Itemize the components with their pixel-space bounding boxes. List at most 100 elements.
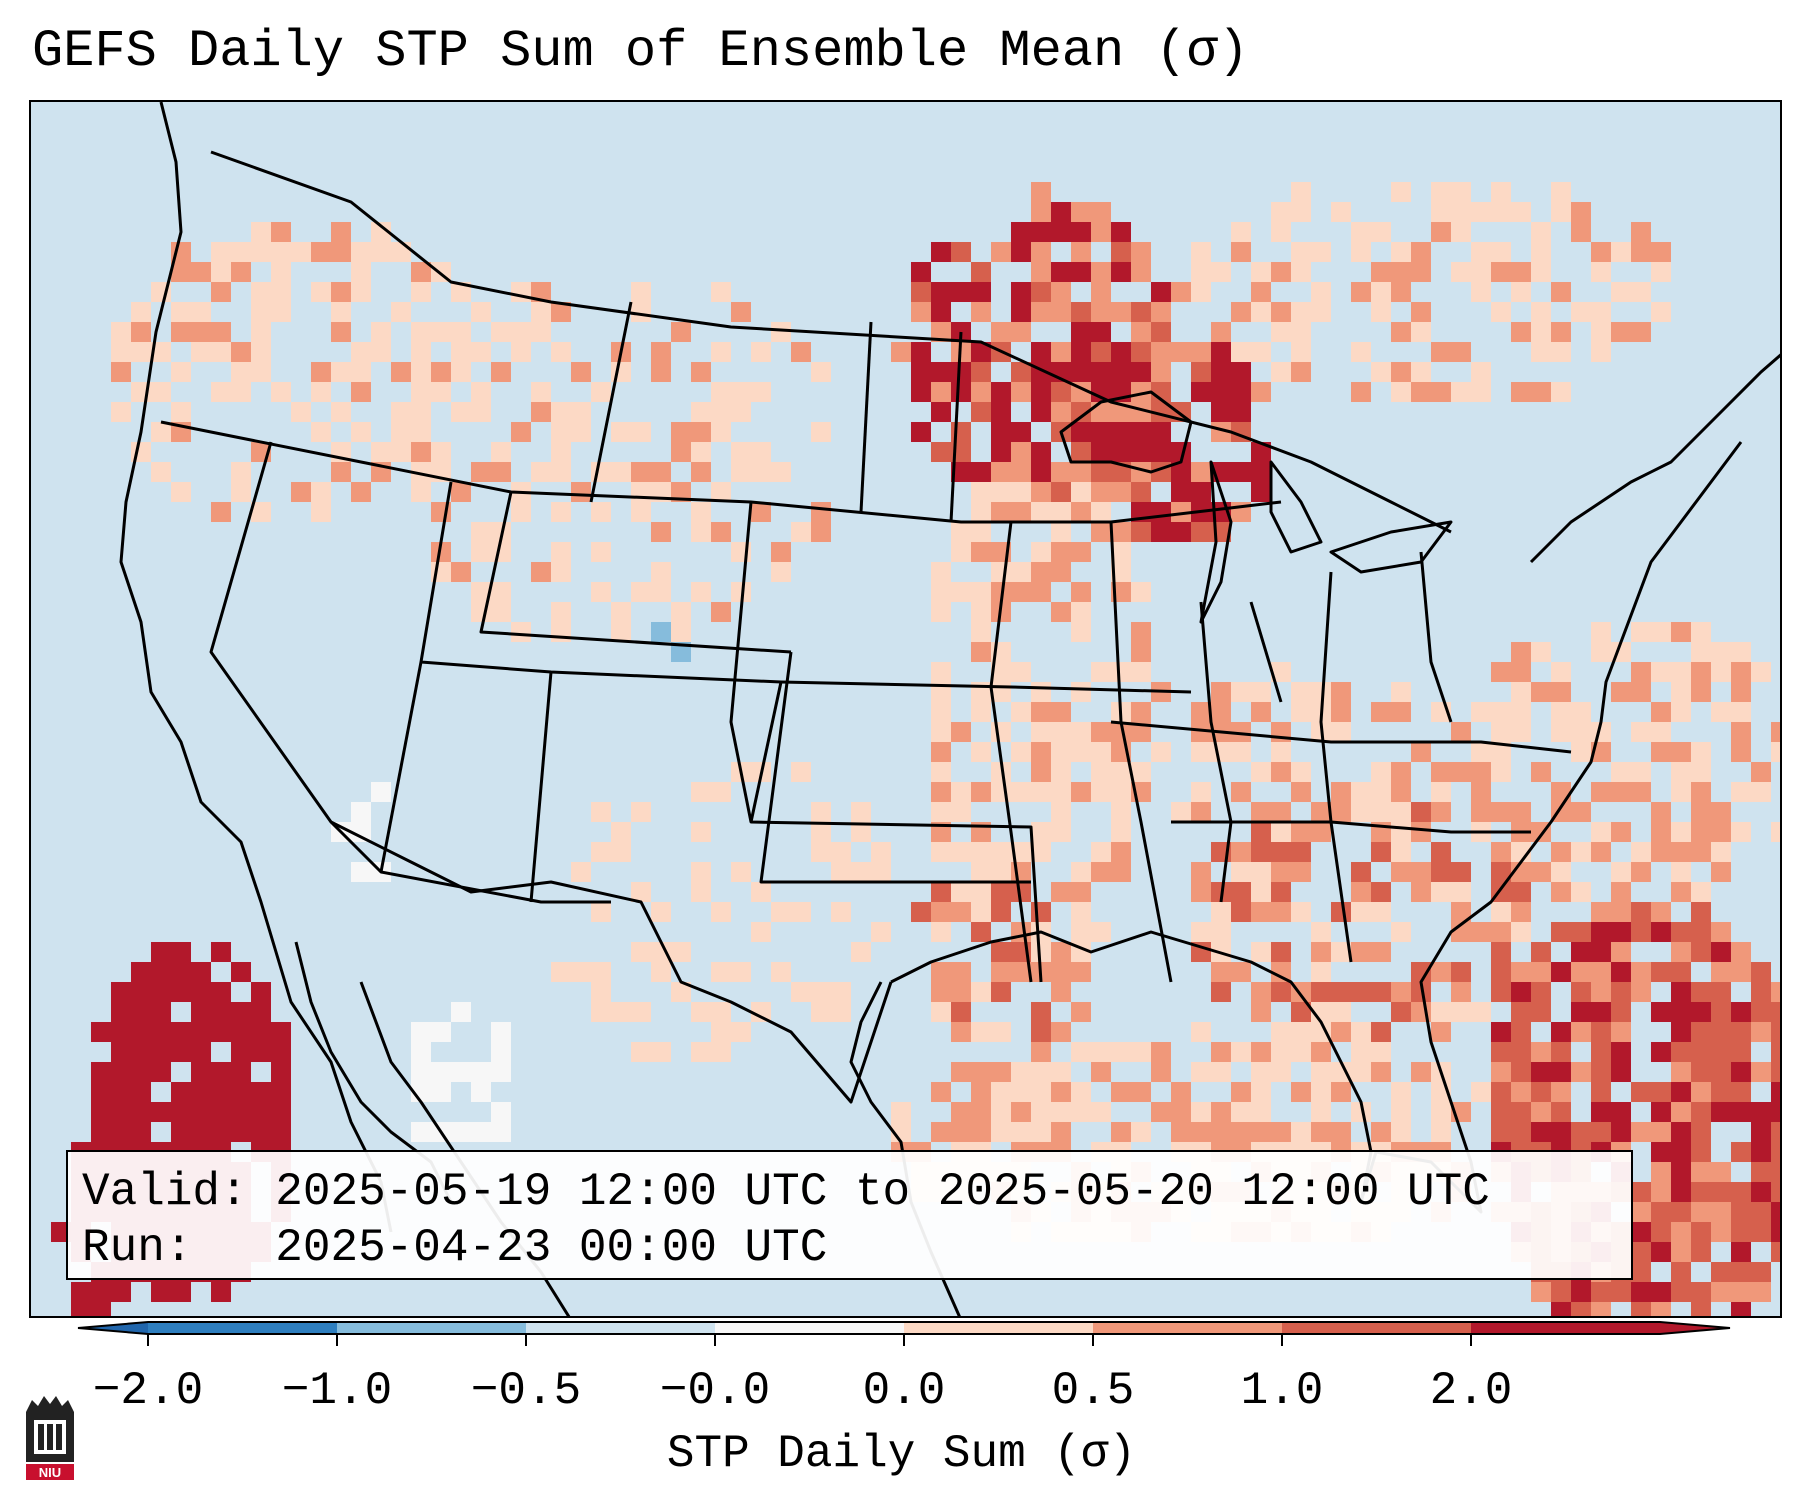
state-border-17 [589,301,633,503]
stp-field-cell [1131,422,1151,442]
stp-field-cell [1751,1022,1771,1042]
stp-field-cell [391,442,411,462]
stp-field-cell [1691,1282,1711,1302]
stp-field-cell [1051,822,1071,842]
stp-field-cell [1491,662,1511,682]
stp-field-cell [211,1062,231,1082]
stp-field-cell [1071,342,1091,362]
stp-field-cell [1131,362,1151,382]
stp-field-cell [991,422,1011,442]
stp-field-cell [131,1042,151,1062]
stp-field-cell [311,502,331,522]
stp-field-cell [1671,702,1691,722]
stp-field-cell [491,1062,511,1082]
stp-field-cell [1651,622,1671,642]
stp-field-cell [1651,962,1671,982]
stp-field-cell [1551,1102,1571,1122]
stp-field-cell [1471,922,1491,942]
stp-field-cell [271,302,291,322]
stp-field-cell [1231,782,1251,802]
stp-field-cell [611,422,631,442]
stp-field-cell [1651,1302,1671,1316]
stp-field-cell [1231,882,1251,902]
stp-field-cell [1731,1262,1751,1282]
stp-field-cell [951,882,971,902]
stp-field-cell [211,502,231,522]
stp-field-cell [1111,802,1131,822]
stp-field-cell [1491,262,1511,282]
stp-field-cell [1771,1242,1780,1262]
stp-field-cell [1331,902,1351,922]
stp-field-cell [1611,1042,1631,1062]
stp-field-cell [1511,682,1531,702]
stp-field-cell [1651,1122,1671,1142]
stp-field-cell [1571,722,1591,742]
stp-field-cell [1631,762,1651,782]
stp-field-cell [1671,742,1691,762]
stp-field-cell [1251,262,1271,282]
stp-field-cell [171,1042,191,1062]
stp-field-cell [951,982,971,1002]
stp-field-cell [1511,202,1531,222]
stp-field-cell [611,602,631,622]
stp-field-cell [571,422,591,442]
stp-field-cell [1491,202,1511,222]
stp-field-cell [1551,1302,1571,1316]
stp-field-cell [451,1122,471,1142]
stp-field-cell [1071,482,1091,502]
stp-field-cell [1131,242,1151,262]
stp-field-cell [1051,462,1071,482]
stp-field-cell [111,1102,131,1122]
stp-field-cell [1271,962,1291,982]
stp-field-cell [111,402,131,422]
stp-field-cell [1271,1042,1291,1062]
stp-field-cell [911,342,931,362]
stp-field-cell [1231,1082,1251,1102]
stp-field-cell [1111,222,1131,242]
stp-field-cell [171,982,191,1002]
stp-field-cell [1771,1002,1780,1022]
stp-field-cell [1051,742,1071,762]
stp-field-cell [331,362,351,382]
stp-field-cell [1151,1062,1171,1082]
stp-field-cell [1471,802,1491,822]
state-border-12 [1110,720,1572,754]
stp-field-cell [1091,262,1111,282]
stp-field-cell [711,282,731,302]
stp-field-cell [1711,802,1731,822]
stp-field-cell [1151,322,1171,342]
stp-field-cell [711,602,731,622]
stp-field-cell [411,362,431,382]
stp-field-cell [1251,302,1271,322]
stp-field-cell [1271,862,1291,882]
colorbar-under-extension [78,1322,148,1334]
stp-field-cell [731,1022,751,1042]
stp-field-cell [1011,662,1031,682]
west-coast-line [119,102,393,1233]
stp-field-cell [1011,282,1031,302]
stp-field-cell [971,842,991,862]
stp-field-cell [1691,1042,1711,1062]
stp-field-cell [531,302,551,322]
stp-field-cell [1211,962,1231,982]
stp-field-cell [1231,222,1251,242]
stp-field-cell [451,482,471,502]
stp-field-cell [1151,362,1171,382]
stp-field-cell [1331,722,1351,742]
stp-field-cell [591,982,611,1002]
stp-field-cell [771,962,791,982]
stp-field-cell [1631,1262,1651,1282]
stp-field-cell [371,242,391,262]
stp-field-cell [1491,1102,1511,1122]
stp-field-cell [1671,942,1691,962]
stp-field-cell [1751,1282,1771,1302]
stp-field-cell [931,442,951,462]
stp-field-cell [1091,862,1111,882]
stp-field-cell [71,1302,91,1316]
stp-field-cell [111,342,131,362]
stp-field-cell [971,262,991,282]
stp-field-cell [691,862,711,882]
stp-field-cell [651,622,671,642]
stp-field-cell [1211,702,1231,722]
stp-field-cell [1091,722,1111,742]
